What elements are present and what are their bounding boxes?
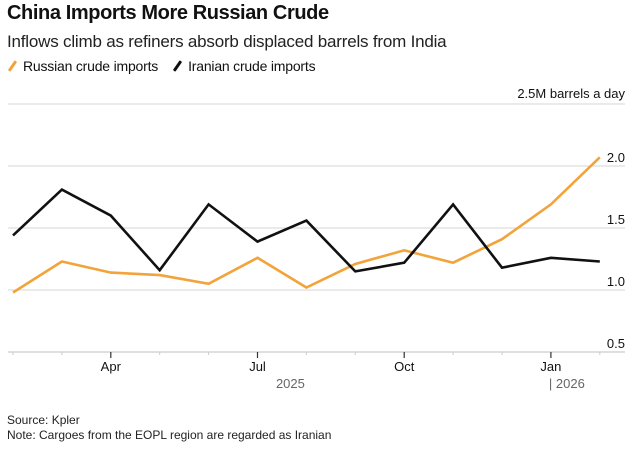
y-tick-label: 1.5 bbox=[607, 212, 625, 227]
y-axis-labels: 0.5 1.0 1.5 2.0 2.5M barrels a day bbox=[517, 86, 625, 351]
chart-subtitle: Inflows climb as refiners absorb displac… bbox=[7, 32, 447, 51]
y-tick-label: 0.5 bbox=[607, 336, 625, 351]
legend-item-russian: Russian crude imports bbox=[7, 58, 158, 74]
x-year-label: 2025 bbox=[276, 376, 305, 391]
series-line-iranian bbox=[12, 188, 600, 273]
x-tick-label: Jul bbox=[249, 359, 266, 374]
y-tick-label: 1.0 bbox=[607, 274, 625, 289]
x-tick-label: Apr bbox=[101, 359, 122, 374]
legend-label-iranian: Iranian crude imports bbox=[188, 58, 316, 74]
chart-title: China Imports More Russian Crude bbox=[7, 2, 329, 24]
legend-label-russian: Russian crude imports bbox=[23, 58, 159, 74]
legend-item-iranian: Iranian crude imports bbox=[172, 58, 316, 74]
x-axis: Apr Jul Oct Jan 2025 | 2026 bbox=[8, 351, 625, 391]
footer: Source: Kpler Note: Cargoes from the EOP… bbox=[7, 413, 331, 443]
y-tick-label: 2.0 bbox=[607, 150, 625, 165]
legend: Russian crude imports Iranian crude impo… bbox=[7, 58, 329, 74]
gridlines bbox=[8, 103, 625, 291]
x-tick-label: Oct bbox=[394, 359, 415, 374]
x-tick-label: Jan bbox=[540, 359, 561, 374]
series-line-russian bbox=[12, 156, 601, 294]
series-lines bbox=[12, 156, 601, 294]
source-note: Source: Kpler bbox=[7, 413, 80, 427]
x-year-label: | 2026 bbox=[549, 376, 585, 391]
footnote: Note: Cargoes from the EOPL region are r… bbox=[7, 428, 332, 442]
y-axis-unit-label: 2.5M barrels a day bbox=[517, 86, 625, 101]
